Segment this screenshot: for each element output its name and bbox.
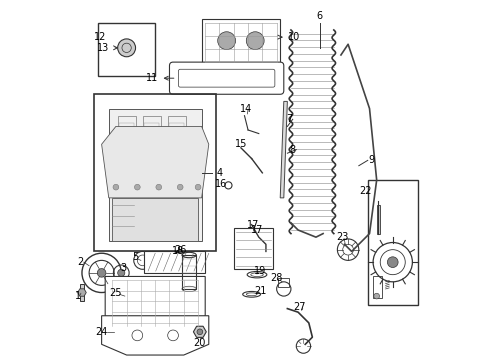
Bar — [367, 180, 417, 305]
Text: 12: 12 — [93, 32, 106, 42]
Circle shape — [373, 293, 379, 299]
Text: 19: 19 — [254, 266, 266, 276]
Bar — [376, 205, 380, 234]
Text: 1: 1 — [75, 291, 81, 301]
Bar — [98, 23, 155, 76]
Bar — [118, 116, 135, 162]
Text: 5: 5 — [132, 252, 139, 262]
Text: 7: 7 — [285, 114, 292, 124]
Polygon shape — [193, 326, 206, 337]
Bar — [372, 276, 381, 298]
Text: 14: 14 — [240, 104, 252, 113]
Circle shape — [113, 184, 119, 190]
Circle shape — [197, 329, 203, 335]
Bar — [167, 116, 185, 162]
Text: 9: 9 — [367, 156, 374, 165]
Bar — [144, 123, 159, 155]
Text: 17: 17 — [247, 220, 259, 230]
Polygon shape — [108, 109, 201, 241]
Text: 17: 17 — [250, 225, 263, 235]
Bar — [233, 228, 272, 269]
Polygon shape — [105, 276, 205, 330]
Polygon shape — [144, 251, 205, 273]
Circle shape — [386, 257, 397, 267]
Polygon shape — [201, 19, 280, 66]
Circle shape — [118, 39, 135, 57]
Polygon shape — [80, 284, 83, 301]
Text: 22: 22 — [359, 186, 371, 196]
Bar — [169, 123, 183, 155]
Polygon shape — [102, 316, 208, 355]
Bar — [182, 255, 196, 289]
Circle shape — [177, 184, 183, 190]
Text: 11: 11 — [145, 73, 174, 83]
Text: 27: 27 — [293, 302, 305, 312]
Text: 10: 10 — [277, 32, 300, 42]
FancyBboxPatch shape — [169, 62, 283, 94]
Polygon shape — [112, 198, 198, 241]
Text: 2: 2 — [77, 257, 83, 267]
Bar — [278, 278, 288, 287]
Text: 24: 24 — [95, 327, 107, 337]
Text: 18: 18 — [172, 247, 184, 256]
Circle shape — [134, 184, 140, 190]
Text: 28: 28 — [270, 273, 282, 283]
Circle shape — [217, 32, 235, 50]
Text: 8: 8 — [289, 145, 295, 155]
Text: 13: 13 — [97, 43, 117, 53]
Text: 26: 26 — [174, 245, 186, 255]
Text: 3: 3 — [121, 262, 126, 273]
Text: 21: 21 — [254, 286, 266, 296]
Polygon shape — [280, 102, 287, 198]
Text: 16: 16 — [215, 179, 227, 189]
Polygon shape — [102, 126, 208, 198]
Text: 20: 20 — [193, 338, 205, 347]
Circle shape — [246, 32, 264, 50]
Circle shape — [97, 269, 106, 277]
Text: 6: 6 — [316, 11, 322, 21]
Bar — [119, 123, 134, 155]
Text: 15: 15 — [234, 139, 246, 149]
Text: 25: 25 — [109, 288, 122, 297]
Circle shape — [195, 184, 201, 190]
Polygon shape — [78, 289, 86, 296]
Text: 4: 4 — [216, 168, 222, 178]
Bar — [142, 116, 160, 162]
Circle shape — [118, 269, 124, 276]
Text: 23: 23 — [336, 232, 348, 242]
Bar — [94, 94, 216, 251]
Circle shape — [156, 184, 162, 190]
